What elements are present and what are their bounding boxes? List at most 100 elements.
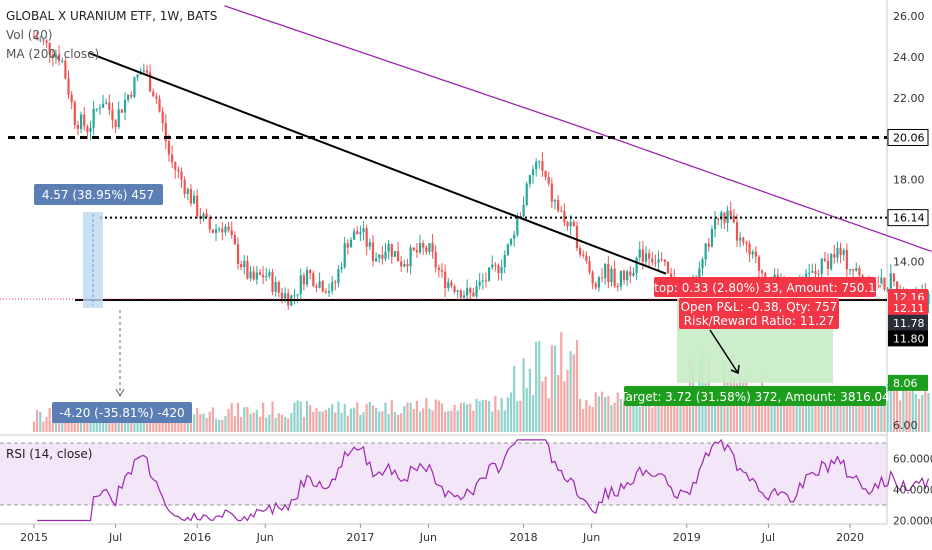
- candle-body: [748, 243, 751, 255]
- candle-body: [531, 169, 535, 176]
- measure-up-box[interactable]: [34, 184, 163, 205]
- candle-body: [550, 183, 553, 202]
- candle-body: [582, 254, 585, 256]
- pnl-box[interactable]: [679, 298, 839, 329]
- candle-body: [268, 272, 271, 277]
- volume-bar: [274, 417, 277, 432]
- candle-body: [456, 290, 459, 292]
- volume-bar: [921, 395, 924, 432]
- volume-bar: [73, 423, 76, 432]
- volume-bar: [710, 398, 714, 432]
- candle-body: [331, 282, 334, 291]
- volume-bar: [312, 411, 315, 432]
- volume-bar: [434, 399, 437, 432]
- candle-body: [742, 237, 745, 243]
- volume-bar: [83, 416, 86, 432]
- volume-bar: [472, 410, 475, 432]
- candle-body: [648, 253, 651, 259]
- volume-bar: [268, 414, 271, 432]
- volume-bar: [817, 388, 820, 432]
- candle-body: [444, 271, 447, 289]
- rsi-axis[interactable]: 60.0000 40.0000 20.0000: [893, 454, 932, 528]
- volume-bar: [585, 399, 588, 432]
- candle-body: [588, 261, 591, 273]
- measure-down-box[interactable]: [52, 402, 192, 423]
- volume-bar: [629, 397, 632, 432]
- candle-body: [136, 74, 139, 78]
- candle-body: [723, 212, 726, 223]
- price-marker-box: [887, 128, 929, 146]
- target-box[interactable]: [624, 386, 886, 406]
- volume-bar: [484, 400, 488, 432]
- volume-bar: [657, 391, 660, 432]
- volume-bar: [353, 407, 356, 432]
- candle-body: [610, 268, 613, 283]
- volume-bar: [218, 419, 221, 432]
- volume-bar: [908, 391, 911, 432]
- volume-bar: [475, 398, 478, 432]
- volume-bar: [513, 365, 516, 432]
- candle-body: [362, 228, 365, 233]
- candle-body: [638, 249, 641, 258]
- volume-bar: [95, 417, 98, 432]
- volume-bar: [469, 403, 472, 432]
- candle-body: [842, 250, 845, 255]
- candle-body: [105, 102, 108, 104]
- volume-bar: [425, 397, 428, 432]
- volume-bar: [654, 392, 657, 432]
- volume-bar: [754, 391, 757, 432]
- descending-trendline[interactable]: [88, 51, 667, 275]
- volume-bar: [814, 387, 817, 432]
- volume-bar: [422, 408, 425, 432]
- volume-bar: [845, 400, 848, 432]
- volume-bar: [572, 354, 575, 432]
- volume-bar: [199, 413, 202, 432]
- volume-bar: [519, 400, 522, 432]
- volume-bar: [230, 403, 233, 432]
- candle-body: [114, 120, 117, 128]
- candle-body: [660, 259, 663, 261]
- volume-bar: [86, 422, 89, 432]
- candle-body: [701, 259, 704, 269]
- volume-bar: [418, 411, 422, 432]
- candle-body: [246, 260, 249, 279]
- candle-body: [726, 210, 729, 223]
- rsi-tick-label: 20.0000: [893, 516, 932, 528]
- candle-body: [403, 264, 406, 267]
- volume-bar: [575, 339, 579, 432]
- volume-bar: [870, 396, 874, 432]
- arrow-head-icon: [730, 364, 740, 375]
- candle-body: [569, 221, 572, 227]
- volume-bar: [32, 421, 36, 432]
- volume-bar: [101, 417, 105, 432]
- time-axis[interactable]: 2015 Jul 2016 Jun 2017 Jun 2018 Jun 2019 Jul 2020: [20, 524, 864, 544]
- candle-body: [704, 243, 707, 260]
- candle-body: [657, 259, 660, 263]
- volume-bar: [525, 388, 528, 432]
- candle-body: [415, 250, 418, 253]
- candle-body: [214, 229, 218, 233]
- candle-body: [522, 205, 525, 217]
- candle-body: [698, 268, 701, 284]
- candle-body: [167, 141, 171, 155]
- candle-body: [754, 251, 757, 257]
- volume-bar: [444, 411, 447, 432]
- candle-body: [519, 215, 522, 217]
- candle-body: [572, 221, 575, 226]
- stop-box[interactable]: [654, 277, 876, 297]
- rsi-tick-label: 40.0000: [893, 485, 932, 497]
- volume-bar: [748, 389, 751, 432]
- candle-body: [305, 270, 309, 285]
- candle-body: [58, 54, 61, 62]
- candle-body: [566, 222, 569, 227]
- candle-body: [597, 277, 601, 288]
- candle-body: [36, 36, 39, 40]
- volume-bar: [362, 412, 365, 432]
- candle-body: [547, 177, 550, 184]
- volume-bar: [36, 410, 39, 432]
- price-axis[interactable]: 26.00 24.00 22.00 18.00 14.00 6.00: [893, 10, 925, 432]
- volume-bar: [497, 409, 500, 432]
- volume-bar: [456, 410, 459, 432]
- volume-bar: [852, 396, 855, 432]
